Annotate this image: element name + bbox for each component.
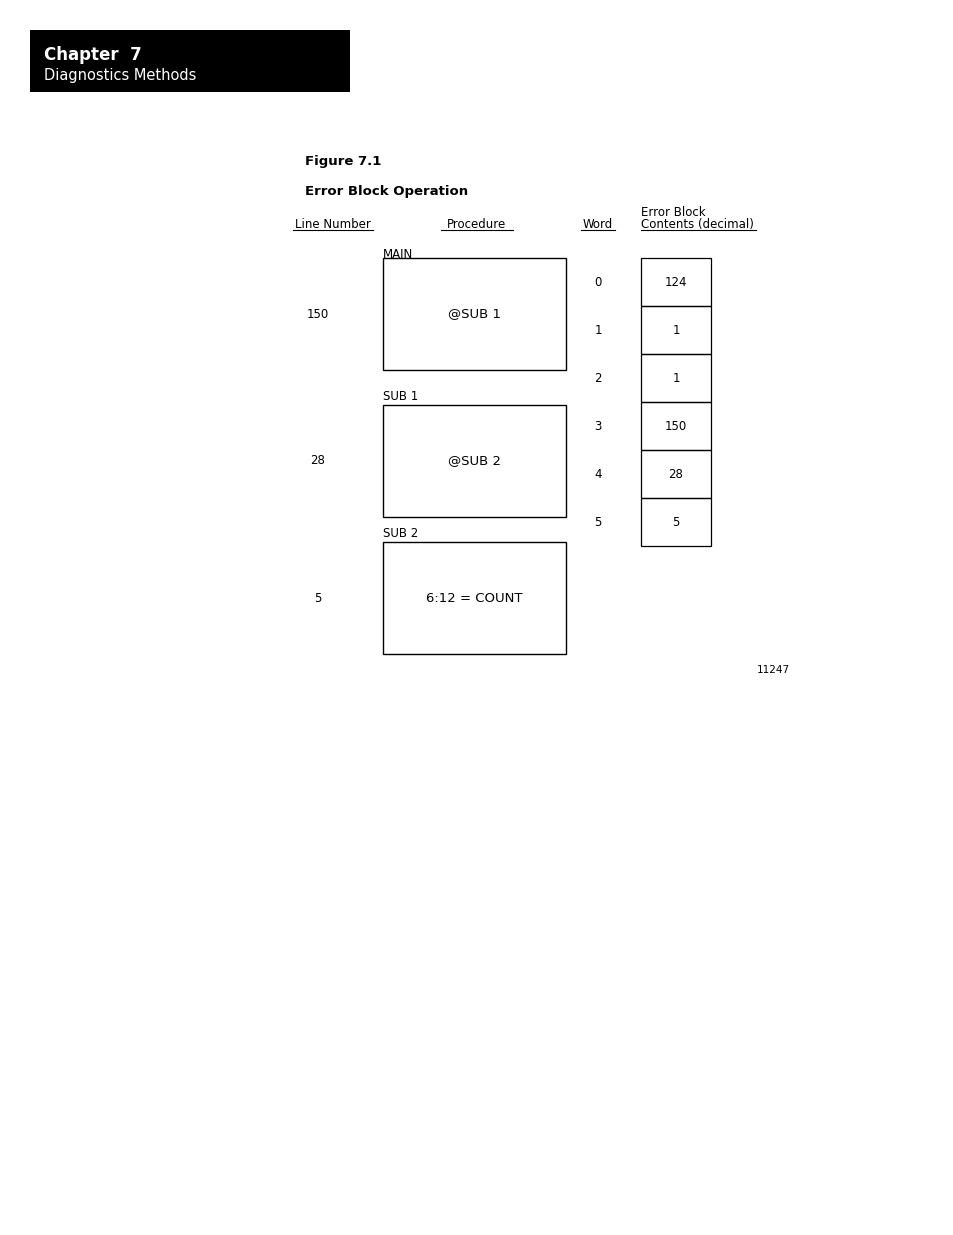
Text: @SUB 1: @SUB 1 bbox=[448, 308, 500, 321]
Text: 28: 28 bbox=[311, 454, 325, 468]
Bar bbox=[382, 258, 565, 370]
Text: MAIN: MAIN bbox=[382, 248, 413, 261]
Text: Error Block Operation: Error Block Operation bbox=[305, 185, 468, 198]
Text: SUB 1: SUB 1 bbox=[382, 390, 417, 403]
Text: Line Number: Line Number bbox=[294, 219, 371, 231]
Text: Diagnostics Methods: Diagnostics Methods bbox=[44, 68, 196, 83]
Text: Word: Word bbox=[582, 219, 613, 231]
Text: @SUB 2: @SUB 2 bbox=[448, 454, 500, 468]
Text: 2: 2 bbox=[594, 372, 601, 384]
Text: Chapter  7: Chapter 7 bbox=[44, 46, 142, 64]
Bar bbox=[382, 542, 565, 655]
Text: 3: 3 bbox=[594, 420, 601, 432]
Text: 0: 0 bbox=[594, 275, 601, 289]
Bar bbox=[640, 306, 710, 354]
Text: Figure 7.1: Figure 7.1 bbox=[305, 156, 381, 168]
Bar bbox=[382, 405, 565, 517]
Text: 150: 150 bbox=[664, 420, 686, 432]
Text: Error Block: Error Block bbox=[640, 206, 705, 219]
Bar bbox=[640, 450, 710, 498]
Text: 5: 5 bbox=[594, 515, 601, 529]
Text: 5: 5 bbox=[314, 592, 321, 604]
Text: Contents (decimal): Contents (decimal) bbox=[640, 219, 753, 231]
Text: Procedure: Procedure bbox=[447, 219, 506, 231]
Bar bbox=[640, 403, 710, 450]
Bar bbox=[640, 498, 710, 546]
Text: 1: 1 bbox=[594, 324, 601, 336]
Text: 28: 28 bbox=[668, 468, 682, 480]
Text: 1: 1 bbox=[672, 372, 679, 384]
Text: SUB 2: SUB 2 bbox=[382, 527, 417, 540]
Text: 5: 5 bbox=[672, 515, 679, 529]
Text: 4: 4 bbox=[594, 468, 601, 480]
Bar bbox=[640, 354, 710, 403]
Text: 1: 1 bbox=[672, 324, 679, 336]
Bar bbox=[30, 30, 350, 91]
Text: 124: 124 bbox=[664, 275, 686, 289]
Bar bbox=[640, 258, 710, 306]
Text: 11247: 11247 bbox=[756, 664, 789, 676]
Text: 6:12 = COUNT: 6:12 = COUNT bbox=[426, 592, 522, 604]
Text: 150: 150 bbox=[307, 308, 329, 321]
